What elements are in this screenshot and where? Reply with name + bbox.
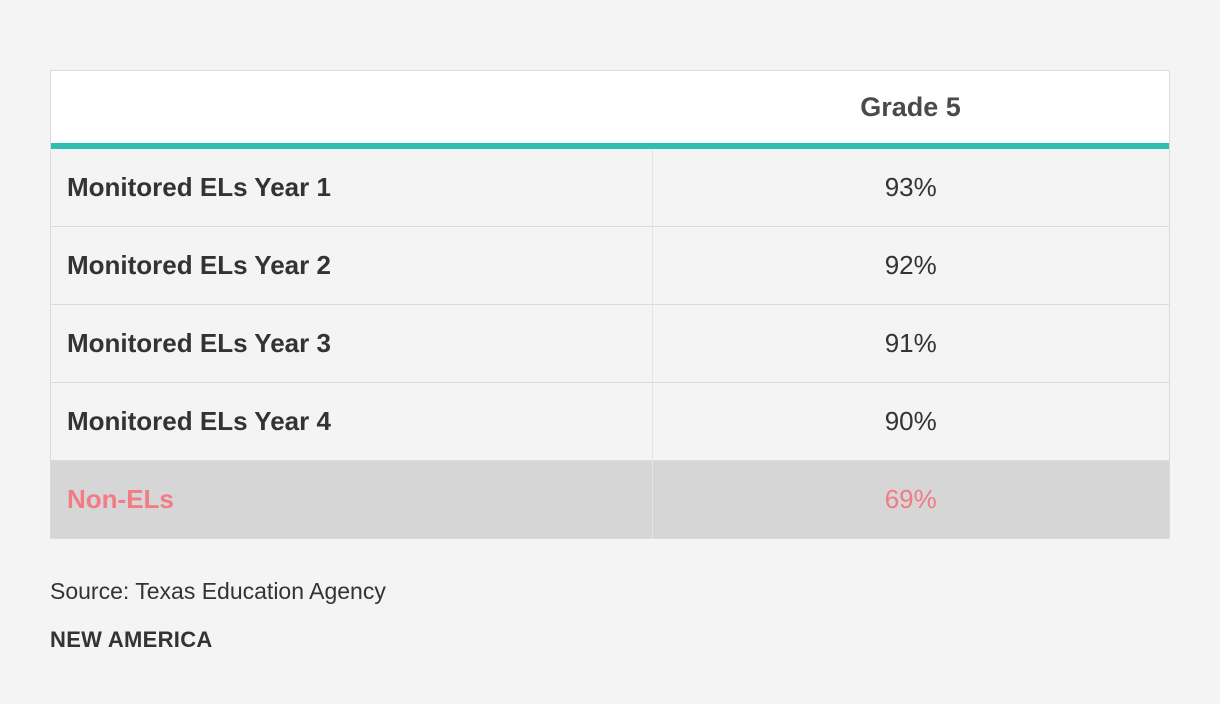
row-value: 92% xyxy=(652,226,1169,305)
row-label: Non-ELs xyxy=(51,460,653,538)
row-value: 90% xyxy=(652,382,1169,461)
row-value: 91% xyxy=(652,304,1169,383)
source-note: Source: Texas Education Agency xyxy=(50,578,386,604)
header-label-cell xyxy=(51,71,652,149)
table-row-highlighted: Non-ELs 69% xyxy=(51,460,1169,538)
row-value: 69% xyxy=(652,460,1169,538)
table-row: Monitored ELs Year 4 90% xyxy=(51,382,1169,461)
table-row: Monitored ELs Year 1 93% xyxy=(51,146,1169,227)
table-header-row: Grade 5 xyxy=(51,71,1169,149)
row-label: Monitored ELs Year 2 xyxy=(51,226,653,305)
row-value: 93% xyxy=(652,146,1169,227)
header-grade-5: Grade 5 xyxy=(652,71,1169,149)
row-label: Monitored ELs Year 3 xyxy=(51,304,653,383)
data-table: Grade 5 Monitored ELs Year 1 93% Monitor… xyxy=(51,71,1169,538)
table-row: Monitored ELs Year 2 92% xyxy=(51,226,1169,305)
data-table-container: Grade 5 Monitored ELs Year 1 93% Monitor… xyxy=(50,70,1170,539)
row-label: Monitored ELs Year 4 xyxy=(51,382,653,461)
brand-logo-text: NEW AMERICA xyxy=(50,627,213,652)
row-label: Monitored ELs Year 1 xyxy=(51,146,653,227)
table-row: Monitored ELs Year 3 91% xyxy=(51,304,1169,383)
